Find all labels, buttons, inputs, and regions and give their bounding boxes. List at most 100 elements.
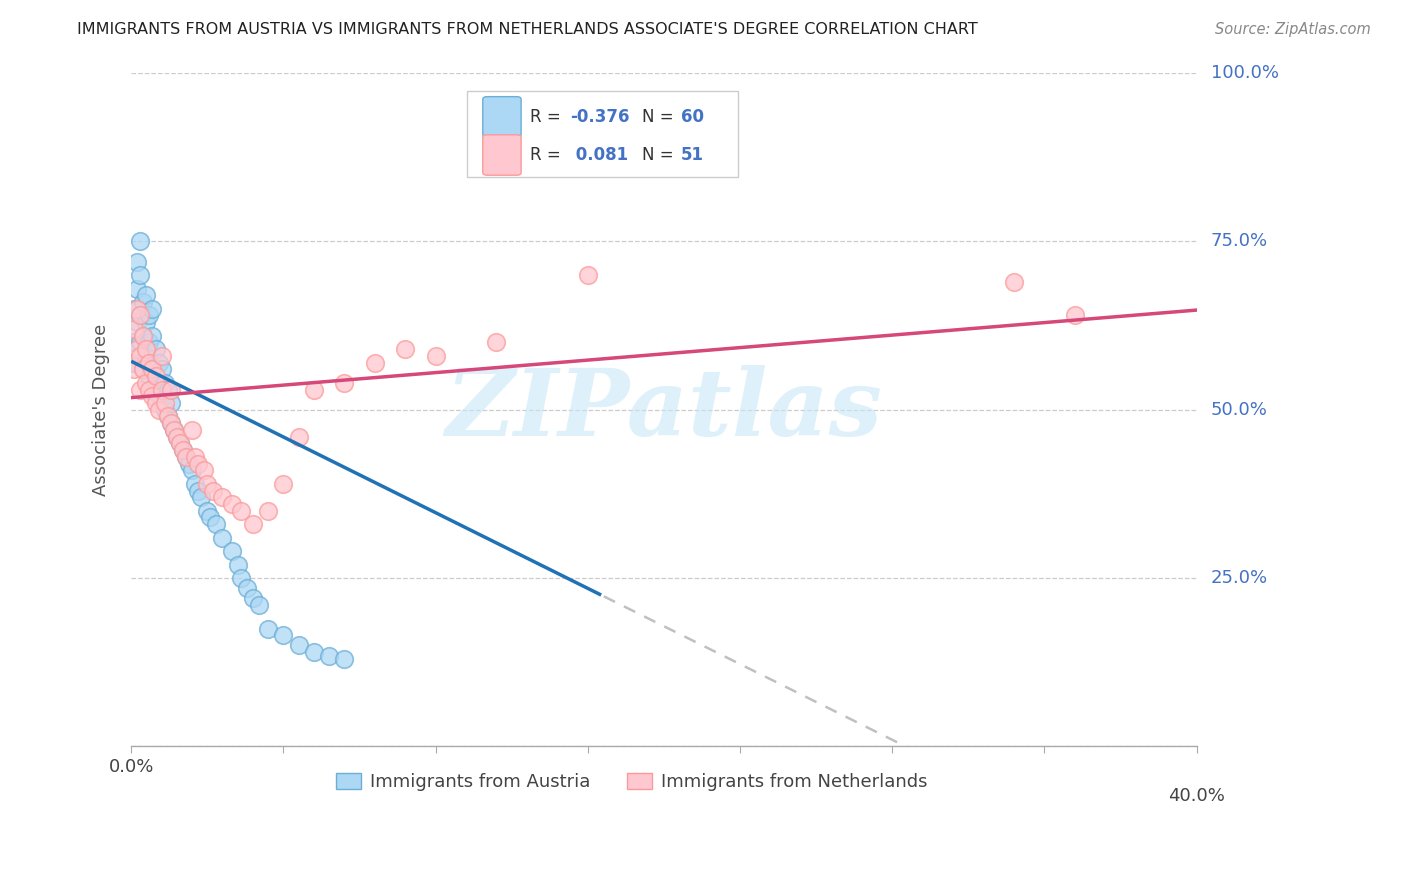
Point [141,328,163,343]
Point [135,349,157,363]
Point [242,591,264,606]
Point [150,362,173,376]
Point [135,376,157,390]
Point [127,254,149,268]
Point [129,309,152,323]
Point [287,639,309,653]
Point [247,598,270,612]
Point [127,281,149,295]
Point [135,288,157,302]
FancyBboxPatch shape [482,135,522,175]
Point [129,383,152,397]
Text: 50.0%: 50.0% [1211,401,1267,418]
Point [132,295,155,310]
Point [211,490,233,504]
Point [145,396,167,410]
Text: R =: R = [530,146,565,164]
Point [485,335,508,350]
Point [127,342,149,356]
Point [273,476,295,491]
Point [138,335,160,350]
FancyBboxPatch shape [467,91,738,178]
Point [132,362,155,376]
Point [302,383,325,397]
Point [425,349,447,363]
Point [129,268,152,282]
Point [141,389,163,403]
FancyBboxPatch shape [482,96,522,137]
Point [145,376,167,390]
Point [166,430,188,444]
Point [169,436,191,450]
Point [135,315,157,329]
Point [229,504,252,518]
Point [195,504,218,518]
Point [236,581,259,595]
Point [226,558,249,572]
Point [159,416,181,430]
Point [148,389,170,403]
Point [184,476,207,491]
Text: 25.0%: 25.0% [1211,569,1268,587]
Point [333,376,356,390]
Point [202,483,225,498]
Text: R =: R = [530,108,565,126]
Point [138,309,160,323]
Point [166,430,188,444]
Point [181,423,204,437]
Text: 51: 51 [681,146,704,164]
Point [221,544,243,558]
Point [148,402,170,417]
Point [156,409,179,424]
Point [138,383,160,397]
Point [138,356,160,370]
Point [141,362,163,376]
Point [129,309,152,323]
Point [132,362,155,376]
Point [129,335,152,350]
Point [141,362,163,376]
Point [156,383,179,397]
Point [122,301,145,316]
Point [150,349,173,363]
Point [153,402,176,417]
Y-axis label: Associate's Degree: Associate's Degree [93,324,110,496]
Point [174,450,197,464]
Point [141,301,163,316]
Point [150,383,173,397]
Text: IMMIGRANTS FROM AUSTRIA VS IMMIGRANTS FROM NETHERLANDS ASSOCIATE'S DEGREE CORREL: IMMIGRANTS FROM AUSTRIA VS IMMIGRANTS FR… [77,22,979,37]
Point [287,430,309,444]
Point [129,235,152,249]
Point [302,645,325,659]
Point [1002,275,1025,289]
Point [163,423,186,437]
Point [257,622,280,636]
Point [129,349,152,363]
Point [187,457,209,471]
Point [150,396,173,410]
Text: 40.0%: 40.0% [1168,787,1225,805]
Point [184,450,207,464]
Point [318,648,340,663]
Point [257,504,280,518]
Point [145,342,167,356]
Point [273,628,295,642]
Text: ZIPatlas: ZIPatlas [446,365,883,455]
Text: -0.376: -0.376 [571,108,630,126]
Point [229,571,252,585]
Point [122,322,145,336]
Point [172,443,194,458]
Text: Source: ZipAtlas.com: Source: ZipAtlas.com [1215,22,1371,37]
Point [156,409,179,424]
Point [211,531,233,545]
Point [122,356,145,370]
Point [195,476,218,491]
Point [132,328,155,343]
Text: 0.081: 0.081 [571,146,628,164]
Point [576,268,599,282]
Point [145,369,167,384]
Text: 60: 60 [681,108,704,126]
Text: 75.0%: 75.0% [1211,233,1268,251]
Legend: Immigrants from Austria, Immigrants from Netherlands: Immigrants from Austria, Immigrants from… [329,765,935,798]
Point [135,342,157,356]
